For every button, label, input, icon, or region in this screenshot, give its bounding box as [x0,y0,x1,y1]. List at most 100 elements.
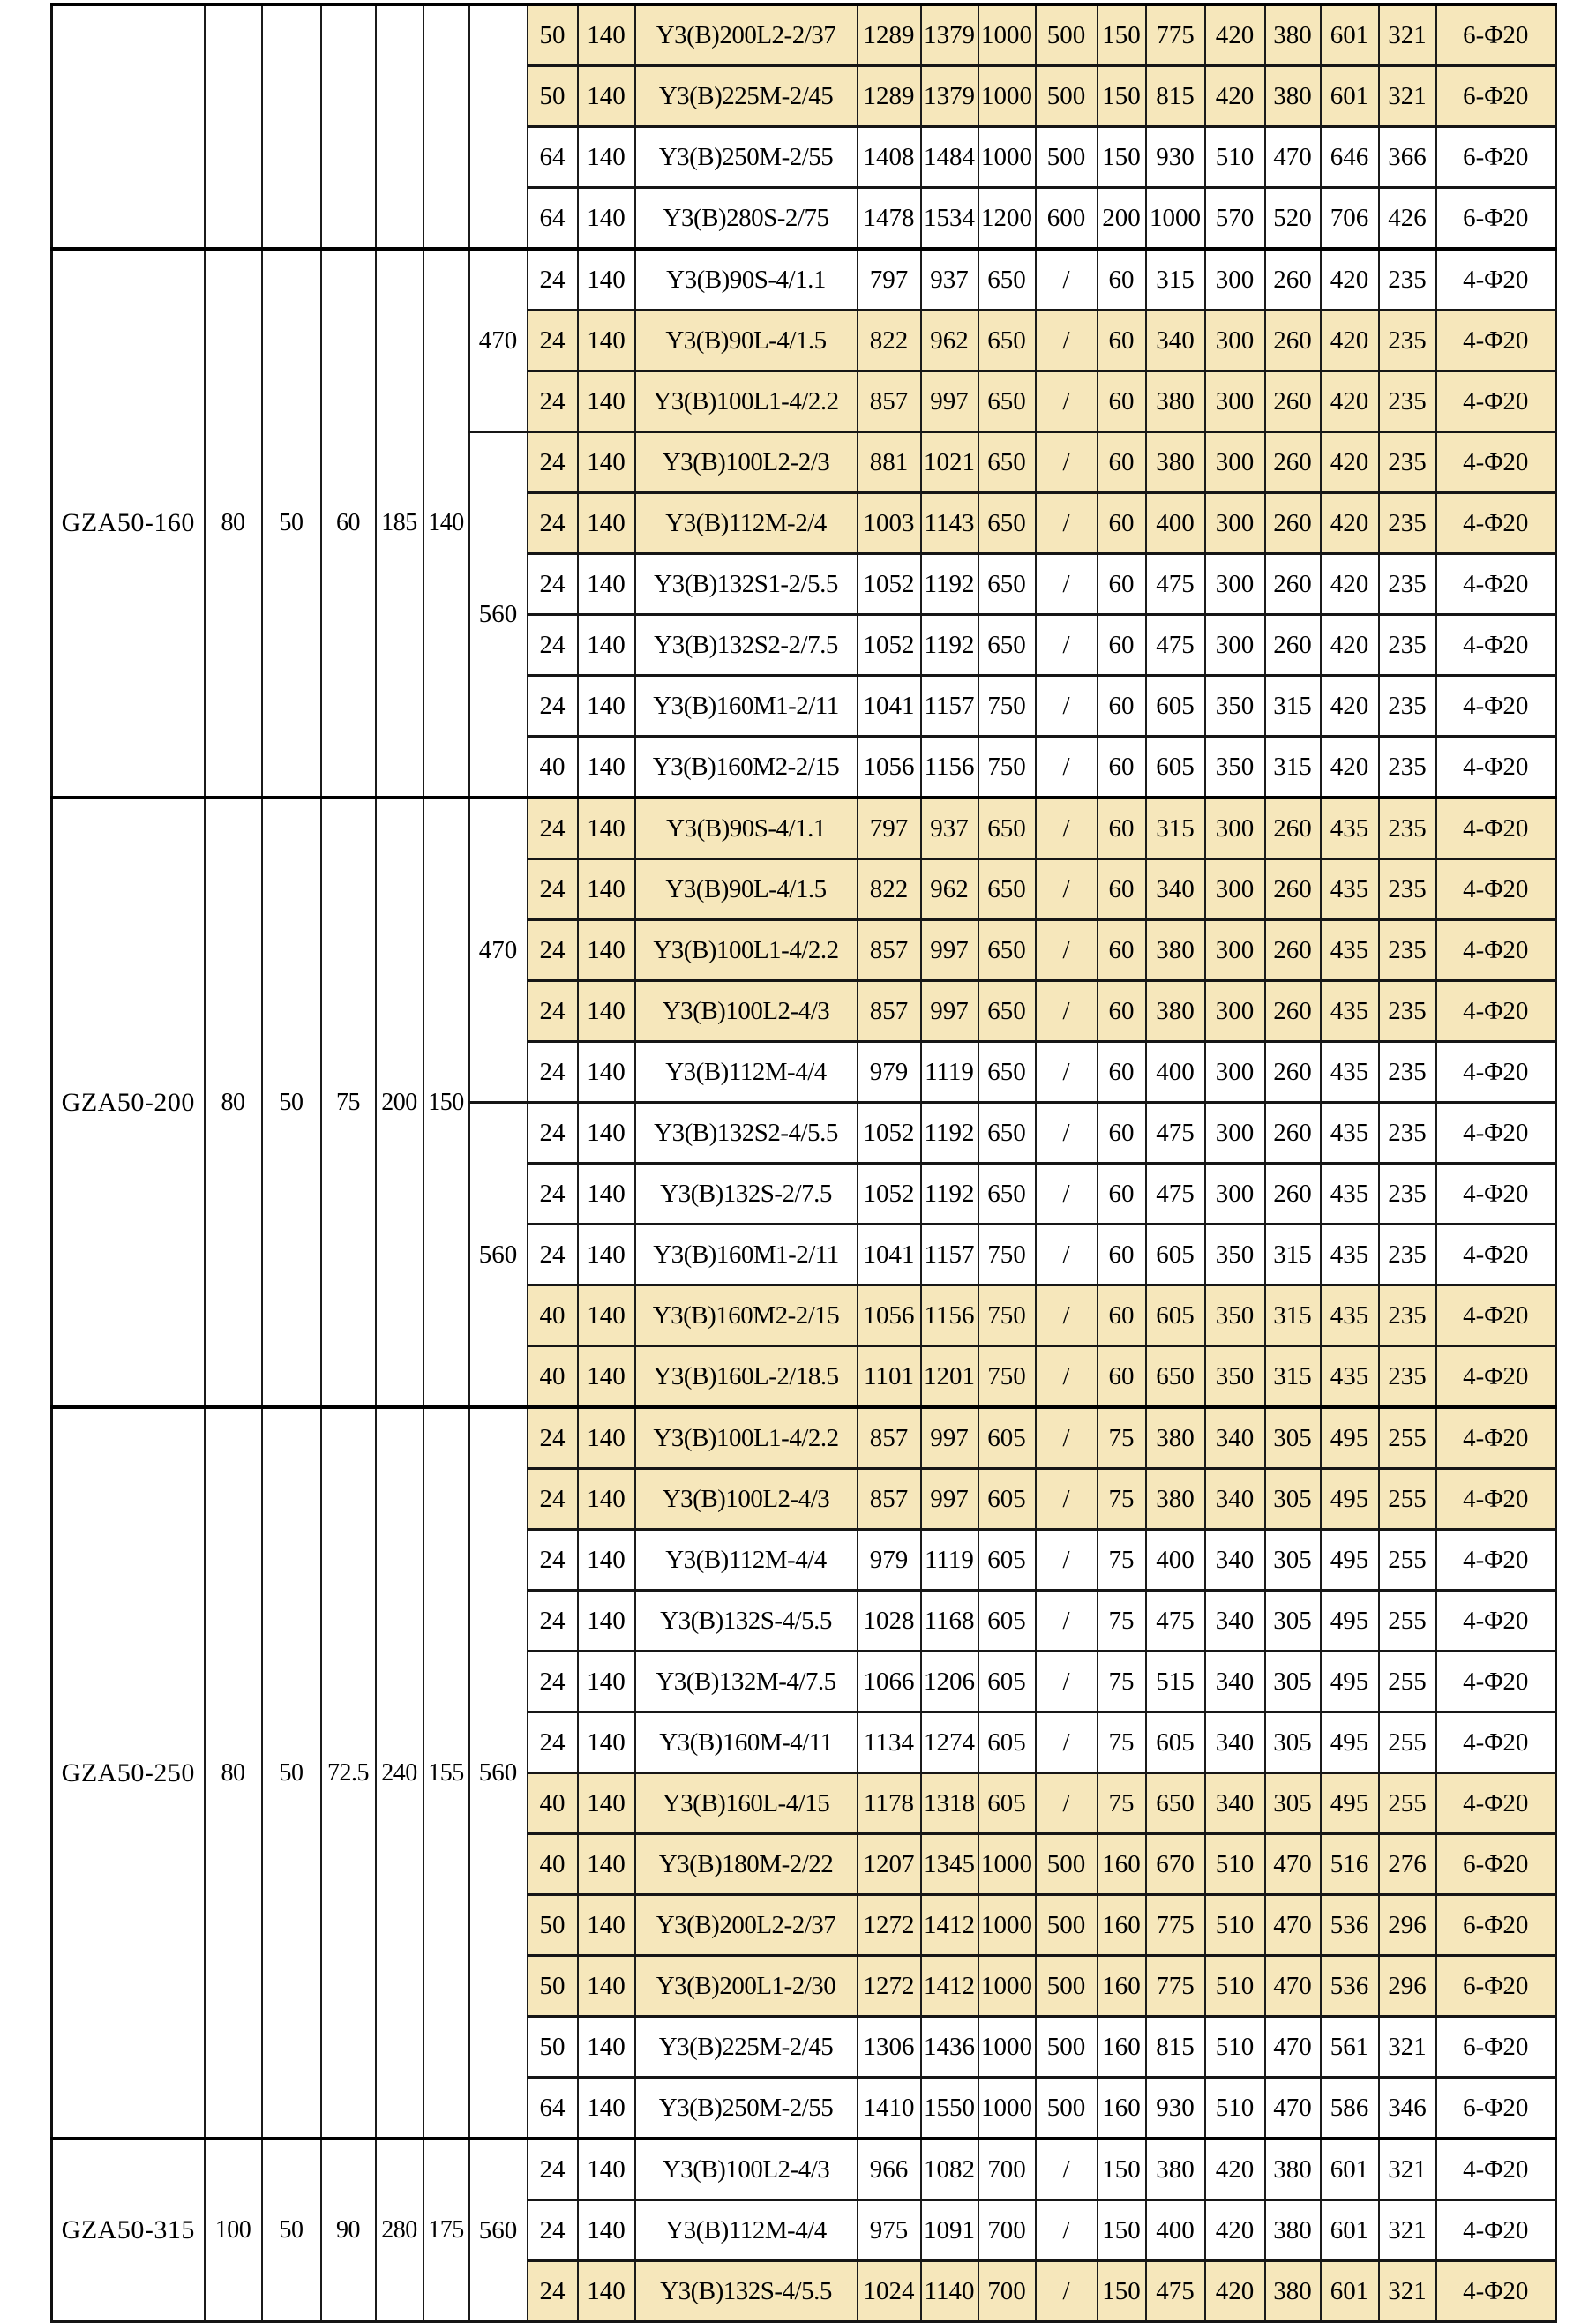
data-cell: 60 [1096,552,1147,616]
data-cell: 475 [1144,1101,1206,1165]
data-cell: 1052 [856,552,922,616]
data-cell: 601 [1319,64,1380,128]
data-cell: 380 [1263,2137,1322,2201]
data-cell: 50 [526,2015,579,2079]
data-cell: 700 [977,2199,1037,2262]
data-cell: 400 [1144,2199,1206,2262]
data-cell: 4-Φ20 [1435,796,1557,860]
data-cell: 150 [1096,3,1147,67]
data-cell: 1052 [856,1101,922,1165]
data-cell: 495 [1319,1650,1380,1713]
dim-cell [260,3,322,251]
data-cell: 150 [1096,2199,1147,2262]
dim-cell [203,3,263,251]
data-cell: 605 [1144,1284,1206,1347]
data-cell: 140 [576,3,636,67]
table-row: 24 140 Y3(B)132S2-2/7.5 1052 1192 650/60 475 30… [52,613,1557,677]
data-cell: 305 [1263,1467,1322,1531]
data-cell: / [1034,552,1098,616]
data-cell: 500 [1034,1832,1098,1896]
data-cell: 140 [576,1345,636,1409]
data-cell: 650 [1144,1345,1206,1409]
data-cell: 380 [1144,2137,1206,2201]
data-cell: 510 [1203,2015,1266,2079]
data-cell: 500 [1034,125,1098,189]
speed-cell: 470 [468,247,528,433]
data-cell: 4-Φ20 [1435,918,1557,982]
data-cell: 235 [1377,1101,1437,1165]
data-cell: 510 [1203,125,1266,189]
data-cell: 24 [526,979,579,1043]
data-cell: 6-Φ20 [1435,1832,1557,1896]
data-cell: 235 [1377,1284,1437,1347]
data-cell: 775 [1144,1954,1206,2018]
data-cell: 1000 [977,1832,1037,1896]
data-cell: 1000 [977,125,1037,189]
data-cell: 140 [576,1040,636,1104]
data-cell: / [1034,1589,1098,1652]
data-cell: 235 [1377,552,1437,616]
data-cell: 4-Φ20 [1435,1772,1557,1835]
data-cell: 235 [1377,796,1437,860]
data-cell: 50 [526,1893,579,1957]
data-cell: 495 [1319,1405,1380,1470]
data-cell: 140 [576,918,636,982]
data-cell: 346 [1377,2076,1437,2140]
data-cell: 60 [1096,309,1147,372]
data-cell: 150 [1096,2137,1147,2201]
data-cell: 650 [1144,1772,1206,1835]
data-cell: 321 [1377,2259,1437,2323]
data-cell: 1000 [977,2015,1037,2079]
data-cell: 966 [856,2137,922,2201]
motor-model-cell: Y3(B)200L1-2/30 [633,1954,858,2018]
data-cell: 420 [1203,2137,1266,2201]
data-cell: 255 [1377,1772,1437,1835]
table-row: 24 140 Y3(B)112M-4/4 979 1119 605/75 400 340 305… [52,1528,1557,1592]
data-cell: 350 [1203,1345,1266,1409]
dim-cell: 60 [319,247,377,799]
data-cell: 470 [1263,1954,1322,2018]
table-row: 24 140 Y3(B)100L2-4/3 857 997 650/60 380 300 260… [52,979,1557,1043]
data-cell: 6-Φ20 [1435,186,1557,251]
data-cell: 24 [526,858,579,921]
data-cell: 997 [919,370,979,433]
data-cell: 1041 [856,1223,922,1286]
table-row: 50 140 Y3(B)225M-2/45 1306 1436 1000 500 160 815… [52,2015,1557,2079]
table-row: 40 140 Y3(B)160L-4/15 1178 1318 605/75 650 340 3… [52,1772,1557,1835]
data-cell: 4-Φ20 [1435,674,1557,738]
data-cell: 235 [1377,735,1437,799]
data-cell: 515 [1144,1650,1206,1713]
data-cell: 60 [1096,979,1147,1043]
data-cell: 340 [1203,1589,1266,1652]
dim-cell: 240 [374,1405,424,2140]
data-cell: 305 [1263,1650,1322,1713]
data-cell: 1345 [919,1832,979,1896]
motor-model-cell: Y3(B)160M2-2/15 [633,735,858,799]
data-cell: / [1034,979,1098,1043]
data-cell: 24 [526,309,579,372]
data-cell: 6-Φ20 [1435,64,1557,128]
motor-model-cell: Y3(B)90S-4/1.1 [633,247,858,311]
dim-cell: 80 [203,247,263,799]
data-cell: 260 [1263,491,1322,555]
data-cell: 4-Φ20 [1435,247,1557,311]
dim-cell: 50 [260,247,322,799]
data-cell: 4-Φ20 [1435,1101,1557,1165]
data-cell: 4-Φ20 [1435,1589,1557,1652]
data-cell: 340 [1203,1528,1266,1592]
dim-cell [422,3,470,251]
data-cell: 64 [526,2076,579,2140]
dim-cell: 140 [422,247,470,799]
data-cell: 300 [1203,1040,1266,1104]
table-row: 24 140 Y3(B)112M-4/4 979 1119 650/60 400 300 260… [52,1040,1557,1104]
data-cell: 1207 [856,1832,922,1896]
data-cell: 140 [576,2259,636,2323]
data-cell: 60 [1096,1223,1147,1286]
data-cell: 650 [977,979,1037,1043]
table-row: 40 140 Y3(B)160M2-2/15 1056 1156 750/60 605 350… [52,1284,1557,1347]
table-row: 64 140 Y3(B)280S-2/75 1478 1534 1200 600 200 100… [52,186,1557,251]
data-cell: 235 [1377,491,1437,555]
data-cell: 60 [1096,674,1147,738]
data-cell: 435 [1319,1345,1380,1409]
data-cell: 997 [919,1405,979,1470]
